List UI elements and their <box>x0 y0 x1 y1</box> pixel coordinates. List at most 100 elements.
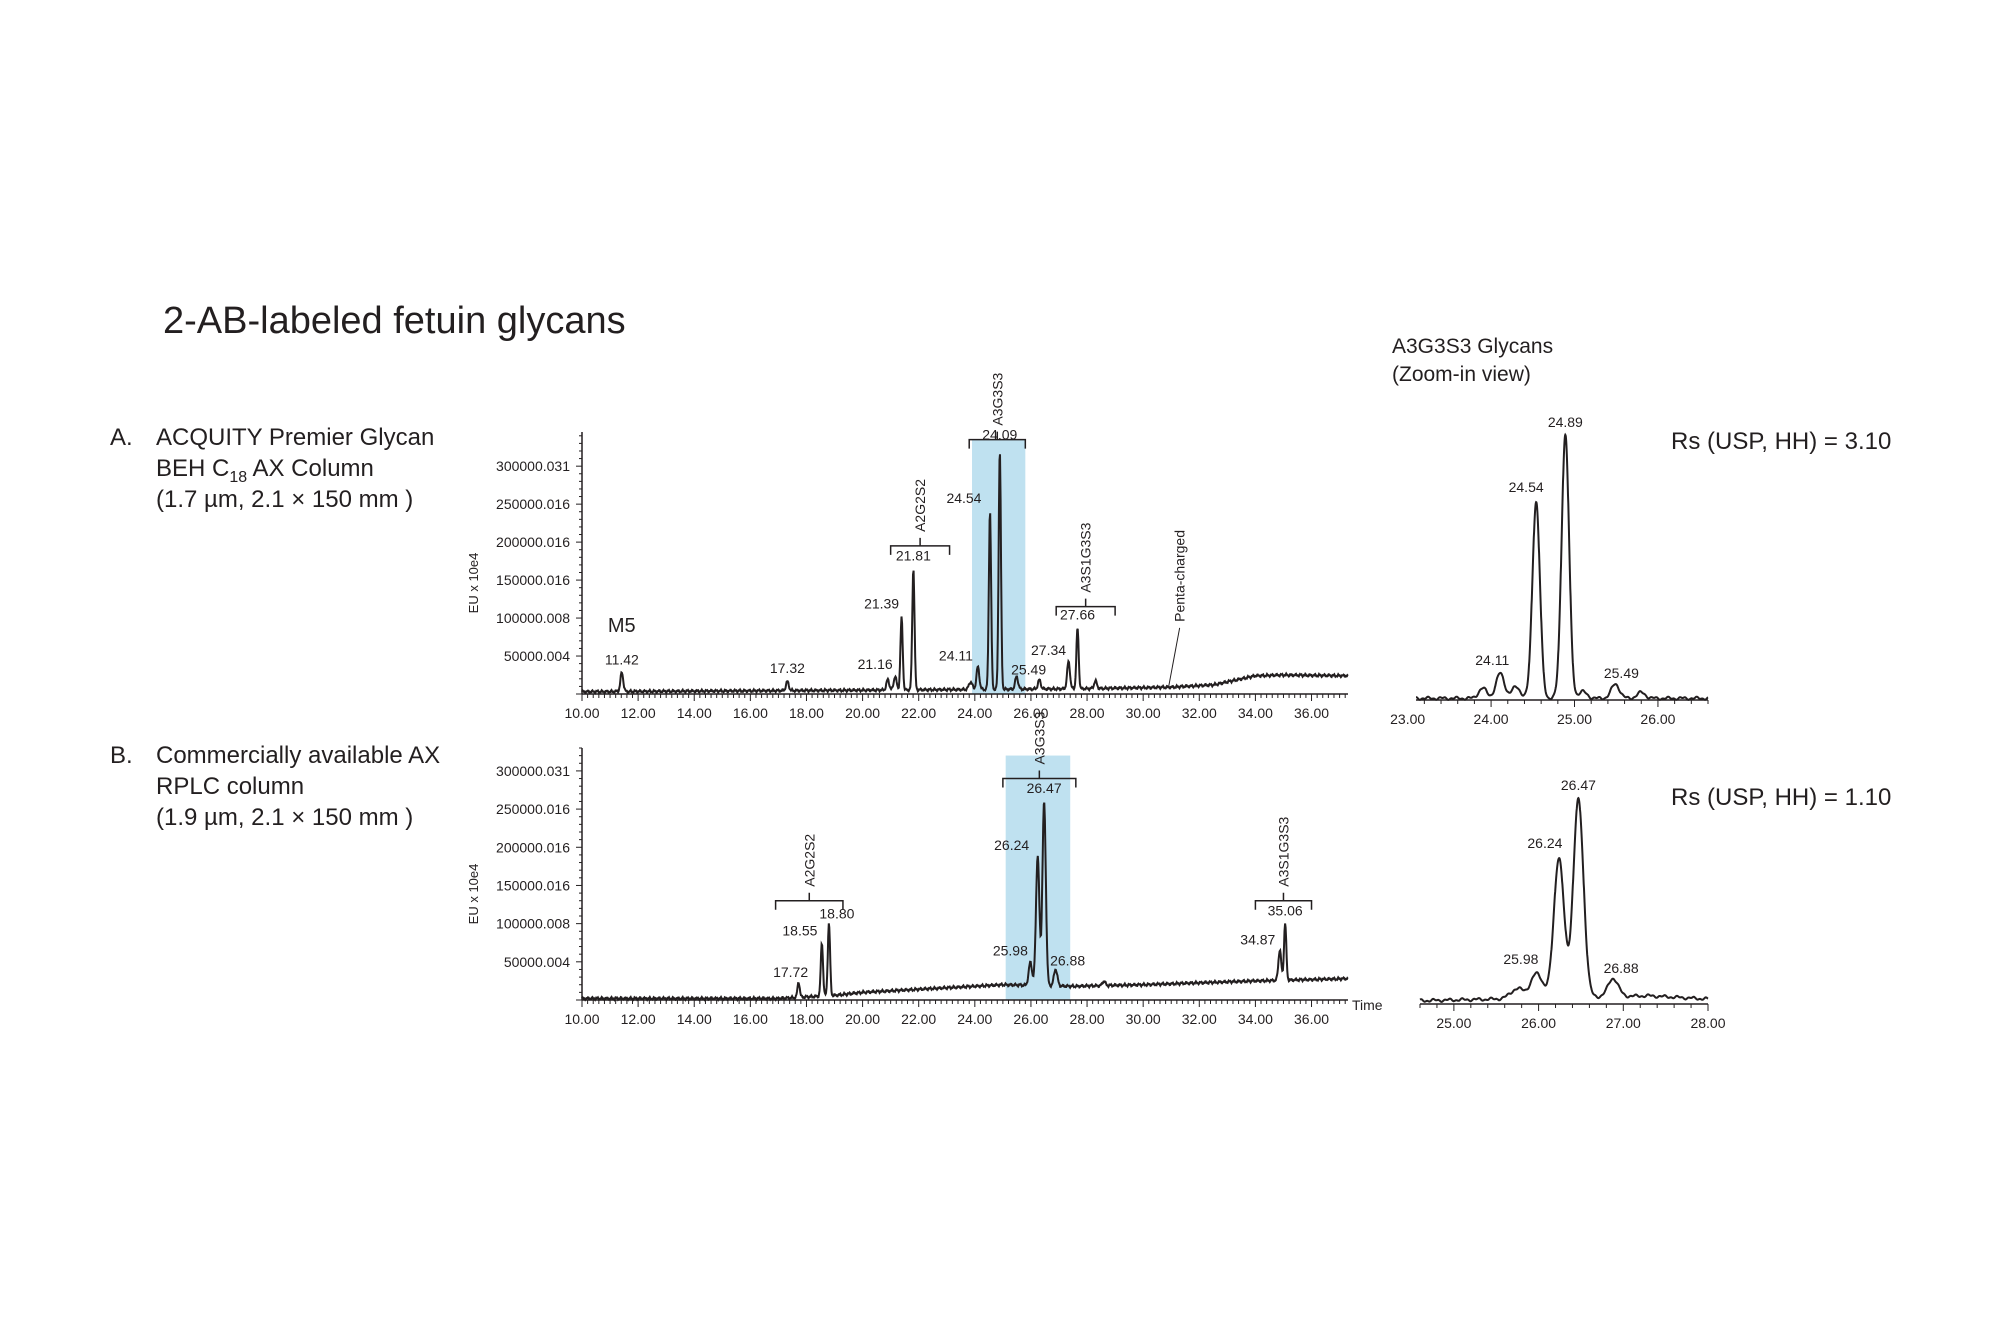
peak-label: 21.39 <box>864 595 899 611</box>
y-tick-label: 150000.016 <box>496 877 570 893</box>
x-tick-label: 14.00 <box>677 1011 712 1027</box>
x-tick-label: 36.00 <box>1294 705 1329 721</box>
panel-a-resolution: Rs (USP, HH) = 3.10 <box>1671 428 1892 455</box>
peak-label: 11.42 <box>605 652 639 668</box>
peak-label: 24.89 <box>1548 414 1583 430</box>
x-tick-label: 18.00 <box>789 1011 824 1027</box>
peak-label: 24.54 <box>1509 479 1544 495</box>
peak-label: 18.55 <box>782 922 817 938</box>
panel-b-line-3: (1.9 µm, 2.1 × 150 mm ) <box>156 804 414 831</box>
peak-label: 35.06 <box>1268 902 1303 918</box>
peak-label: 24.11 <box>1475 652 1509 668</box>
panel-a-line-3: (1.7 µm, 2.1 × 150 mm ) <box>156 486 414 513</box>
panel-a-line-2-rest: AX Column <box>247 455 374 482</box>
peak-label: 27.66 <box>1060 607 1095 623</box>
x-tick-label: 22.00 <box>901 1011 936 1027</box>
panel-a-line-1: ACQUITY Premier Glycan <box>156 424 435 451</box>
group-bracket <box>968 431 1027 449</box>
x-tick-label: 26.00 <box>1521 1015 1556 1031</box>
x-tick-label: 18.00 <box>789 705 824 721</box>
x-tick-label: 34.00 <box>1238 1011 1273 1027</box>
x-tick-label: 20.00 <box>845 705 880 721</box>
peak-label: 26.88 <box>1604 960 1639 976</box>
peak-label: 18.80 <box>819 906 854 922</box>
zoom-heading-line-1: A3G3S3 Glycans <box>1392 335 1554 358</box>
y-tick-label: 100000.008 <box>496 610 570 626</box>
y-tick-label: 100000.008 <box>496 916 570 932</box>
group-bracket <box>889 537 951 555</box>
panel-a-letter: A. <box>110 424 133 451</box>
panel-a-line-2-subscript: 18 <box>229 468 248 486</box>
peak-label: 24.54 <box>946 490 981 506</box>
y-tick-label: 50000.004 <box>504 648 570 664</box>
x-tick-label: 24.00 <box>957 705 992 721</box>
y-tick-label: 300000.031 <box>496 458 570 474</box>
x-tick-label: 30.00 <box>1126 1011 1161 1027</box>
group-bracket <box>1002 770 1077 788</box>
x-tick-label: 28.00 <box>1070 1011 1105 1027</box>
peak-label: 21.81 <box>896 548 931 564</box>
x-tick-label: 20.00 <box>845 1011 880 1027</box>
y-tick-label: 200000.016 <box>496 534 570 550</box>
chromatogram-trace <box>1415 432 1709 701</box>
peak-label: 24.09 <box>982 427 1017 443</box>
peak-label: 26.24 <box>1527 835 1562 851</box>
y-axis-label: EU x 10e4 <box>466 553 481 614</box>
peak-label: 27.34 <box>1031 642 1066 658</box>
annotation-label: M5 <box>608 615 636 637</box>
x-tick-label: 26.00 <box>1013 705 1048 721</box>
group-bracket <box>1254 892 1313 910</box>
x-tick-label: 34.00 <box>1238 705 1273 721</box>
x-tick-label: 16.00 <box>733 1011 768 1027</box>
peak-label: 25.98 <box>1503 951 1538 967</box>
y-tick-label: 300000.031 <box>496 763 570 779</box>
x-tick-label: 10.00 <box>564 1011 599 1027</box>
x-tick-label: 10.00 <box>564 705 599 721</box>
panel-b-letter: B. <box>110 742 133 769</box>
x-tick-label: 14.00 <box>677 705 712 721</box>
x-tick-label: 26.00 <box>1640 711 1675 727</box>
x-tick-label: 32.00 <box>1182 1011 1217 1027</box>
figure-title: 2-AB-labeled fetuin glycans <box>163 300 626 342</box>
x-tick-label: 28.00 <box>1070 705 1105 721</box>
panel-a-line-2-base: BEH C <box>156 455 230 482</box>
x-tick-label: 25.00 <box>1436 1015 1471 1031</box>
zoom-heading: A3G3S3 Glycans (Zoom-in view) <box>1392 333 1553 389</box>
x-tick-label: 27.00 <box>1606 1015 1641 1031</box>
chart-A-main: 10.00 12.00 14.00 16.00 18.00 20.00 22.00 24.00… <box>466 372 1349 721</box>
x-tick-label: 26.00 <box>1013 1011 1048 1027</box>
annotation-label: Penta-charged <box>1172 530 1188 622</box>
zoom-heading-line-2: (Zoom-in view) <box>1392 363 1531 386</box>
chromatogram-trace <box>1419 796 1709 1003</box>
group-label: A3G3S3 <box>989 372 1005 425</box>
x-tick-label: 23.00 <box>1390 711 1425 727</box>
annotation-pointer <box>1167 627 1181 689</box>
x-tick-label: 36.00 <box>1294 1011 1329 1027</box>
x-tick-label: 30.00 <box>1126 705 1161 721</box>
peak-label: 17.72 <box>773 964 808 980</box>
peak-label: 25.49 <box>1011 661 1046 677</box>
peak-label: 26.24 <box>994 837 1029 853</box>
peak-label: 26.47 <box>1027 780 1062 796</box>
panel-b-resolution: Rs (USP, HH) = 1.10 <box>1671 784 1892 811</box>
group-bracket <box>1055 598 1116 616</box>
x-tick-label: 16.00 <box>733 705 768 721</box>
group-label: A3S1G3S3 <box>1078 522 1094 592</box>
peak-label: 25.49 <box>1604 665 1639 681</box>
group-label: A3G3S3 <box>1031 711 1047 764</box>
panel-b-line-2: RPLC column <box>156 773 305 800</box>
x-tick-label: 12.00 <box>621 1011 656 1027</box>
peak-label: 26.47 <box>1561 777 1596 793</box>
y-tick-label: 200000.016 <box>496 839 570 855</box>
peak-label: 34.87 <box>1240 932 1275 948</box>
x-tick-label: 25.00 <box>1557 711 1592 727</box>
peak-label: 25.98 <box>993 942 1028 958</box>
chart-B-zoom: 25.00 26.00 27.00 28.00 25.98 26.24 26.47 26.88 <box>1419 777 1726 1031</box>
chromatogram-trace <box>581 454 1349 695</box>
peak-label: 26.88 <box>1050 952 1085 968</box>
panel-a-line-2: BEH C18 AX Column <box>156 453 434 486</box>
x-tick-label: 22.00 <box>901 705 936 721</box>
group-label: A2G2S2 <box>912 479 928 532</box>
x-tick-label: 12.00 <box>621 705 656 721</box>
chart-B-main: 10.00 12.00 14.00 16.00 18.00 20.00 22.00 24.00… <box>466 711 1383 1027</box>
